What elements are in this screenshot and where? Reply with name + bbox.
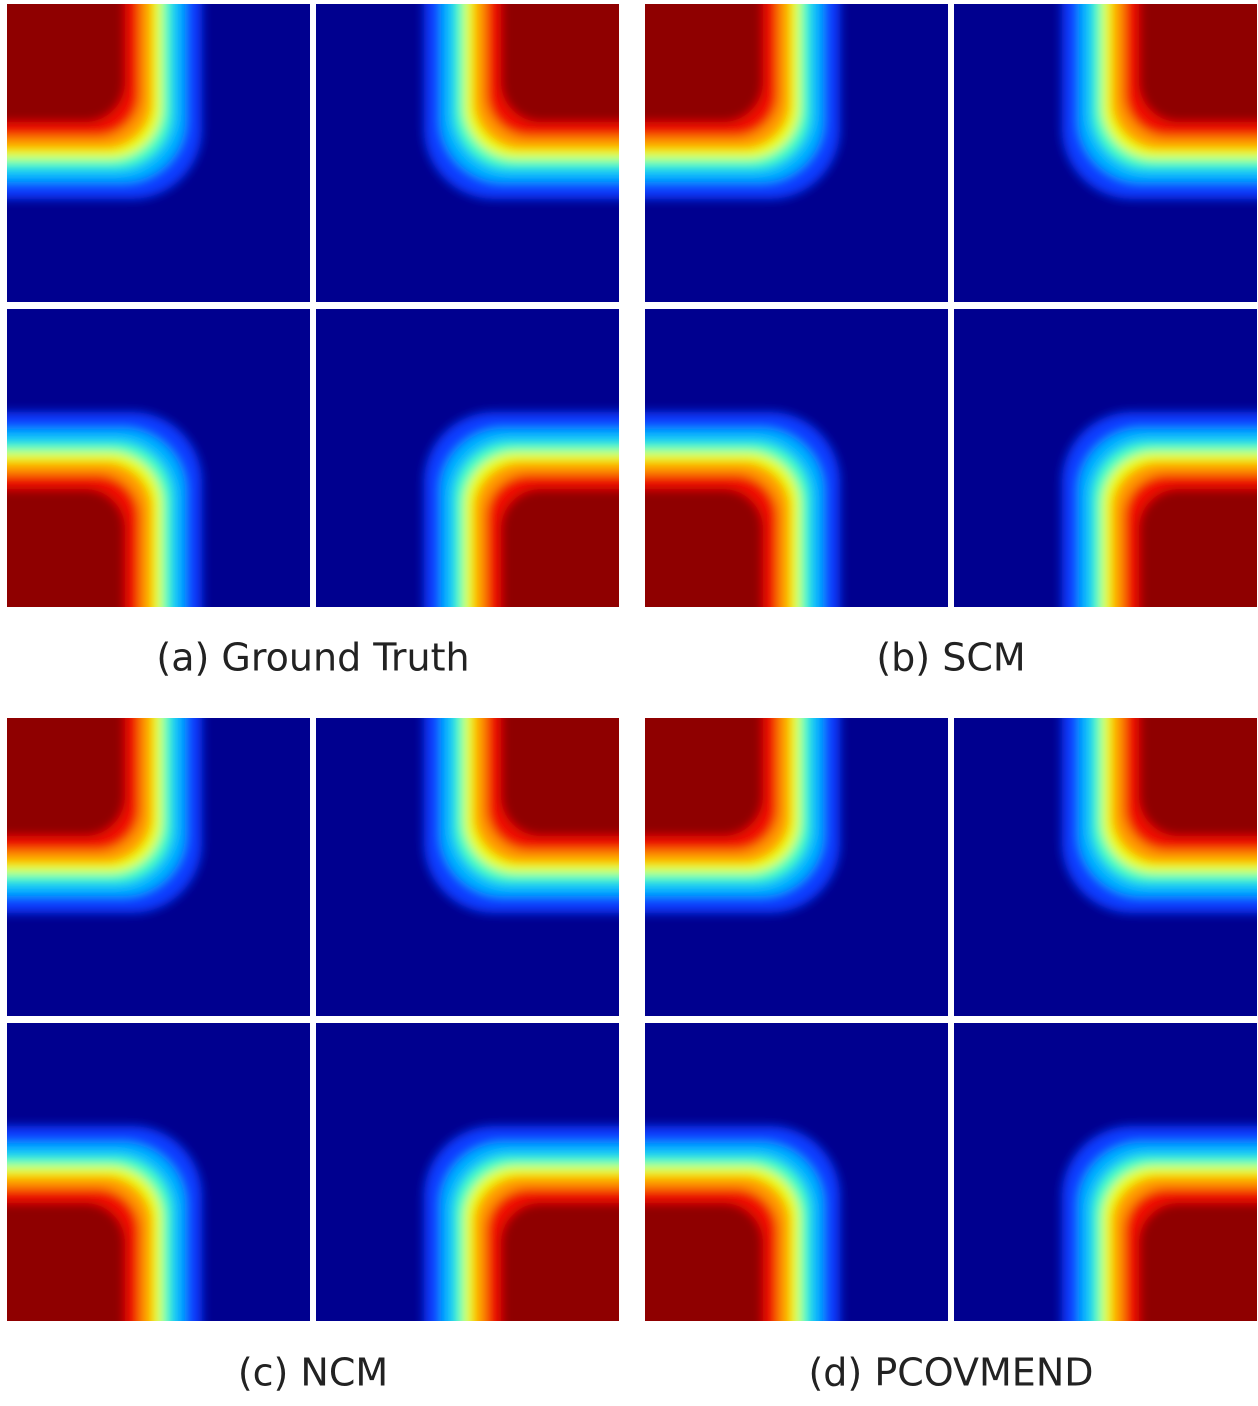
heatmap-panel	[316, 638, 699, 1016]
heatmap-panel	[0, 638, 310, 1016]
heatmap-panel	[954, 309, 1258, 687]
caption: (c) NCM	[238, 1351, 388, 1395]
heatmap-panel	[565, 638, 948, 1016]
heatmap-panel	[316, 0, 699, 302]
panel-group: (c) NCM	[0, 638, 699, 1401]
heatmap-blob	[1062, 0, 1258, 199]
heatmap-panel	[565, 309, 948, 687]
heatmap-panel	[565, 1023, 948, 1401]
heatmap-panel	[316, 1023, 699, 1401]
heatmap-panel	[316, 309, 699, 687]
heatmap-panel	[0, 1023, 310, 1401]
panel-group: (b) SCM	[565, 0, 1258, 687]
heatmap-panel	[954, 0, 1258, 302]
heatmap-panel	[565, 0, 948, 302]
heatmap-blob	[1062, 638, 1258, 913]
caption: (d) PCOVMEND	[808, 1351, 1093, 1395]
heatmap-blob	[0, 0, 202, 199]
panel-group: (a) Ground Truth	[0, 0, 699, 687]
caption: (b) SCM	[876, 636, 1025, 680]
heatmap-panel	[0, 309, 310, 687]
page: (a) Ground Truth (b) SCM (c) NCM (d) PCOVME…	[0, 0, 1258, 1402]
heatmap-panel	[0, 0, 310, 302]
heatmap-blob	[0, 1126, 202, 1401]
heatmap-panel	[954, 1023, 1258, 1401]
caption: (a) Ground Truth	[156, 636, 469, 680]
figure: (a) Ground Truth (b) SCM (c) NCM (d) PCOVME…	[0, 0, 1258, 1402]
panel-group: (d) PCOVMEND	[565, 638, 1258, 1401]
heatmap-blob	[1062, 412, 1258, 687]
heatmap-panel	[954, 638, 1258, 1016]
